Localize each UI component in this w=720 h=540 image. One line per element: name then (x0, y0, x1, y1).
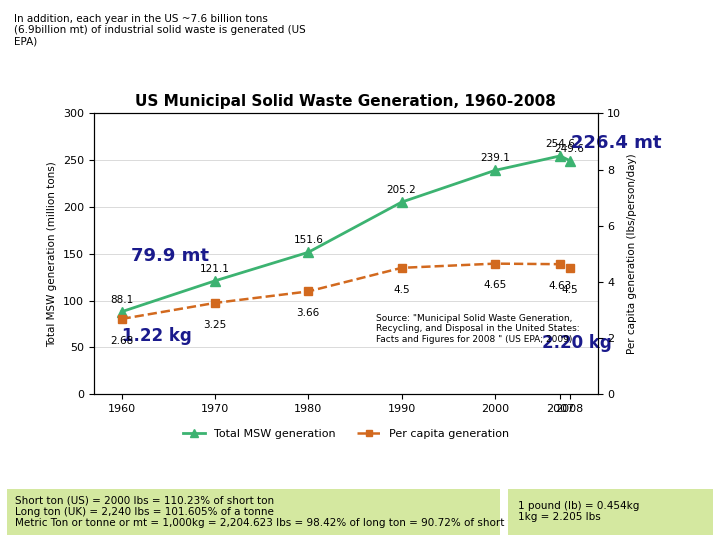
Text: 4.65: 4.65 (483, 280, 507, 291)
Text: 88.1: 88.1 (110, 295, 133, 305)
Text: 151.6: 151.6 (293, 235, 323, 245)
Y-axis label: Total MSW generation (million tons): Total MSW generation (million tons) (48, 161, 57, 347)
Text: 205.2: 205.2 (387, 185, 416, 195)
Text: 254.6: 254.6 (545, 139, 575, 149)
Text: 226.4 mt: 226.4 mt (572, 134, 662, 152)
Text: 249.6: 249.6 (554, 144, 585, 153)
Text: 79.9 mt: 79.9 mt (131, 247, 209, 265)
Text: 2.68: 2.68 (110, 336, 133, 346)
Title: US Municipal Solid Waste Generation, 1960-2008: US Municipal Solid Waste Generation, 196… (135, 94, 556, 110)
Text: 121.1: 121.1 (200, 264, 230, 274)
Text: 2.20 kg: 2.20 kg (541, 334, 611, 352)
Text: 1.22 kg: 1.22 kg (122, 327, 192, 345)
Text: Source: "Municipal Solid Waste Generation,
Recycling, and Disposal in the United: Source: "Municipal Solid Waste Generatio… (376, 314, 580, 343)
Text: In addition, each year in the US ~7.6 billion tons
(6.9billion mt) of industrial: In addition, each year in the US ~7.6 bi… (14, 14, 306, 46)
Y-axis label: Per capita generation (lbs/person/day): Per capita generation (lbs/person/day) (627, 153, 637, 354)
Text: 1 pound (lb) = 0.454kg
1kg = 2.205 lbs: 1 pound (lb) = 0.454kg 1kg = 2.205 lbs (518, 501, 639, 523)
Text: 239.1: 239.1 (480, 153, 510, 164)
Text: Short ton (US) = 2000 lbs = 110.23% of short ton
Long ton (UK) = 2,240 lbs = 101: Short ton (US) = 2000 lbs = 110.23% of s… (14, 495, 524, 528)
Text: 3.66: 3.66 (297, 308, 320, 318)
Text: 3.25: 3.25 (203, 320, 227, 329)
Text: 4.5: 4.5 (562, 285, 578, 294)
Text: 4.5: 4.5 (393, 285, 410, 294)
Legend: Total MSW generation, Per capita generation: Total MSW generation, Per capita generat… (178, 424, 513, 443)
Text: 4.63: 4.63 (549, 281, 572, 291)
